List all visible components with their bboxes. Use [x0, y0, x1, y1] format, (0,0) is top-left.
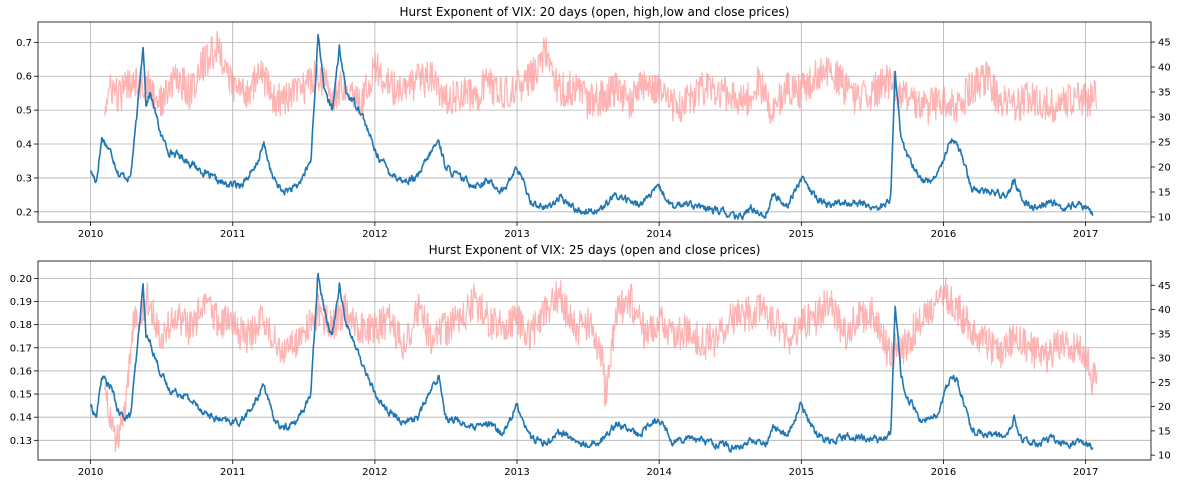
bottom-x-tick-label: 2014 [646, 467, 671, 478]
top-x-tick-label: 2012 [362, 229, 387, 240]
top-hurst-line [89, 33, 1094, 221]
bottom-y-right-tick-label: 40 [1158, 305, 1171, 316]
bottom-y-right-tick-label: 10 [1158, 451, 1171, 462]
top-y-left-tick-label: 0.3 [16, 173, 32, 184]
top-chart-grid [38, 22, 1151, 222]
bottom-y-right-tick-label: 15 [1158, 426, 1171, 437]
bottom-x-tick-label: 2015 [789, 467, 814, 478]
top-x-tick-label: 2011 [220, 229, 245, 240]
top-x-tick-label: 2014 [646, 229, 671, 240]
bottom-chart-title: Hurst Exponent of VIX: 25 days (open and… [429, 243, 761, 257]
bottom-y-left-tick-label: 0.20 [10, 274, 32, 285]
top-x-tick-label: 2013 [504, 229, 529, 240]
top-y-right-tick-label: 45 [1158, 38, 1171, 49]
bottom-x-tick-label: 2012 [362, 467, 387, 478]
bottom-x-tick-label: 2017 [1073, 467, 1098, 478]
bottom-chart-vix-series [104, 277, 1098, 453]
top-y-left-tick-label: 0.4 [16, 140, 32, 151]
top-chart-vix-series [104, 30, 1098, 126]
top-y-right-tick-label: 35 [1158, 88, 1171, 99]
top-chart-hurst-series [89, 33, 1094, 221]
top-y-left-tick-label: 0.5 [16, 106, 32, 117]
bottom-y-left-tick-label: 0.17 [10, 343, 32, 354]
top-y-left-tick-label: 0.6 [16, 72, 32, 83]
bottom-y-left-tick-label: 0.19 [10, 297, 32, 308]
bottom-plot-frame [37, 260, 1152, 461]
top-y-right-tick-label: 20 [1158, 163, 1171, 174]
bottom-y-left-tick-label: 0.18 [10, 320, 32, 331]
bottom-y-left-tick-label: 0.13 [10, 436, 32, 447]
top-x-tick-label: 2015 [789, 229, 814, 240]
bottom-y-right-tick-label: 45 [1158, 281, 1171, 292]
top-y-right-tick-label: 15 [1158, 188, 1171, 199]
bottom-y-left-tick-label: 0.16 [10, 366, 32, 377]
top-y-right-tick-label: 30 [1158, 113, 1171, 124]
top-x-tick-label: 2017 [1073, 229, 1098, 240]
bottom-x-tick-label: 2016 [931, 467, 956, 478]
top-plot-frame [37, 21, 1152, 223]
top-chart-title: Hurst Exponent of VIX: 20 days (open, hi… [400, 5, 790, 19]
top-chart-axes: 2010 2011 2012 2013 2014 2015 2016 20170.20.30.… [16, 21, 1171, 240]
bottom-y-right-tick-label: 20 [1158, 402, 1171, 413]
bottom-y-right-tick-label: 25 [1158, 378, 1171, 389]
bottom-chart-axes: 2010 2011 2012 2013 2014 2015 2016 20170.130.14… [10, 260, 1171, 478]
top-x-tick-label: 2016 [931, 229, 956, 240]
bottom-x-tick-label: 2010 [78, 467, 103, 478]
bottom-y-left-tick-label: 0.15 [10, 390, 32, 401]
top-y-right-tick-label: 10 [1158, 213, 1171, 224]
bottom-chart: Hurst Exponent of VIX: 25 days (open and… [10, 243, 1171, 478]
top-y-right-tick-label: 40 [1158, 63, 1171, 74]
bottom-y-right-tick-label: 30 [1158, 354, 1171, 365]
top-vix-line [104, 30, 1098, 126]
top-x-tick-label: 2010 [78, 229, 103, 240]
bottom-chart-hurst-series [89, 272, 1094, 453]
bottom-vix-line [104, 277, 1098, 453]
bottom-y-right-tick-label: 35 [1158, 329, 1171, 340]
bottom-chart-grid [38, 261, 1151, 460]
top-chart: Hurst Exponent of VIX: 20 days (open, hi… [16, 5, 1171, 240]
top-y-right-tick-label: 25 [1158, 138, 1171, 149]
bottom-hurst-line [89, 272, 1094, 453]
bottom-y-left-tick-label: 0.14 [10, 413, 32, 424]
top-y-left-tick-label: 0.2 [16, 207, 32, 218]
top-y-left-tick-label: 0.7 [16, 38, 32, 49]
bottom-x-tick-label: 2013 [504, 467, 529, 478]
bottom-x-tick-label: 2011 [220, 467, 245, 478]
